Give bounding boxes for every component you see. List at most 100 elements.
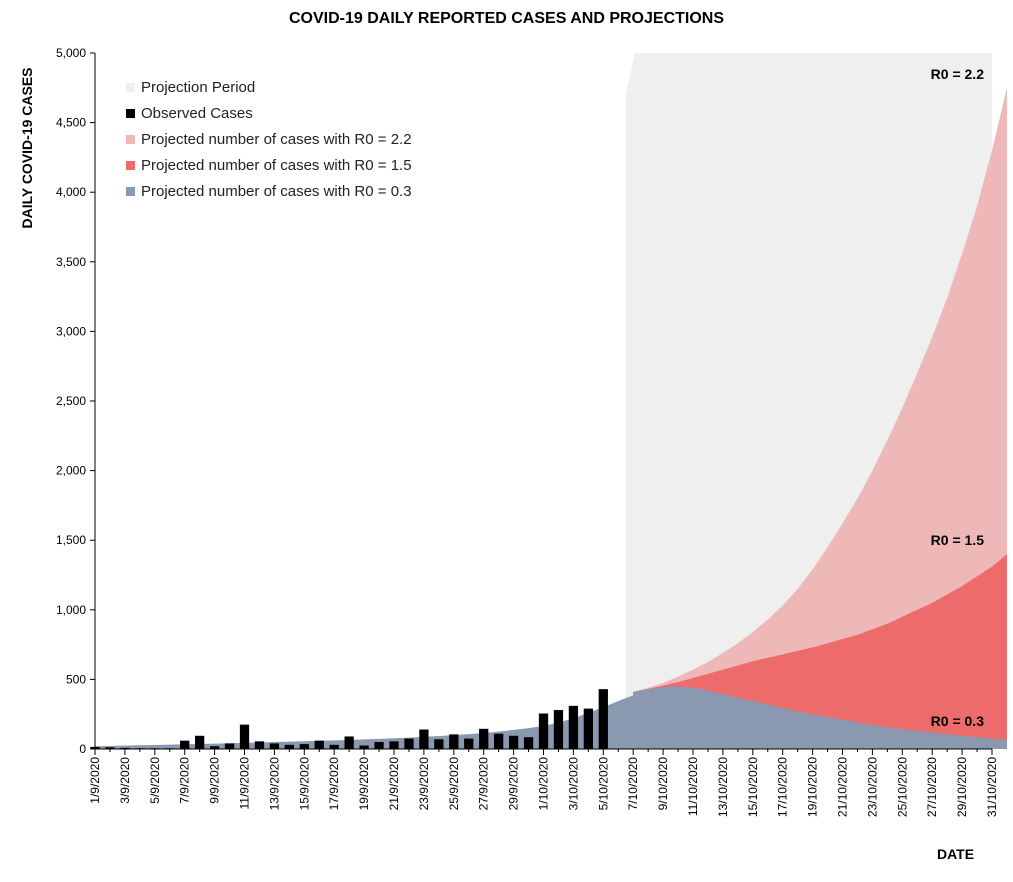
observed-bar — [284, 744, 294, 749]
observed-bar — [568, 705, 579, 749]
observed-bars-layer — [90, 689, 608, 749]
x-tick-label: 25/9/2020 — [447, 757, 461, 811]
x-tick-label: 3/9/2020 — [118, 757, 132, 804]
x-axis-title: DATE — [937, 846, 975, 862]
x-tick-label: 17/9/2020 — [327, 757, 341, 811]
x-tick-label: 25/10/2020 — [895, 757, 909, 817]
legend-label: Projected number of cases with R0 = 1.5 — [141, 156, 412, 174]
x-tick-label: 5/10/2020 — [596, 757, 610, 811]
observed-bar — [359, 745, 369, 749]
x-tick-label: 29/10/2020 — [955, 757, 969, 817]
axes-layer: 0 500 1,000 1,500 2,000 2,500 3,000 3,500 4,000 4… — [56, 46, 999, 817]
x-tick-label: 17/10/2020 — [776, 757, 790, 817]
x-tick-label: 13/10/2020 — [716, 757, 730, 817]
observed-bar — [224, 743, 235, 749]
x-tick-label: 7/10/2020 — [626, 757, 640, 811]
x-tick-label: 3/10/2020 — [566, 757, 580, 811]
legend-label: Projected number of cases with R0 = 2.2 — [141, 130, 412, 148]
legend-label: Observed Cases — [141, 104, 253, 122]
x-tick-label: 27/9/2020 — [477, 757, 491, 811]
x-tick-label: 11/9/2020 — [238, 757, 252, 810]
x-tick-label: 19/9/2020 — [357, 757, 371, 811]
legend-item-r0-0-3: Projected number of cases with R0 = 0.3 — [126, 178, 412, 204]
observed-bar — [389, 741, 399, 749]
legend-swatch — [126, 108, 135, 118]
legend-item-observed-cases: Observed Cases — [126, 100, 412, 126]
x-tick-label: 21/9/2020 — [387, 757, 401, 811]
observed-bar — [299, 744, 309, 749]
legend-item-r0-1-5: Projected number of cases with R0 = 1.5 — [126, 152, 412, 178]
x-tick-label: 13/9/2020 — [267, 757, 281, 811]
legend-item-r0-2-2: Projected number of cases with R0 = 2.2 — [126, 126, 412, 152]
y-tick-label: 2,500 — [56, 394, 86, 408]
observed-bar — [479, 728, 489, 749]
observed-bar — [553, 710, 564, 749]
observed-bar — [374, 742, 384, 749]
y-tick-label: 1,500 — [56, 533, 86, 547]
x-tick-label: 31/10/2020 — [985, 757, 999, 817]
legend-item-projection-period: Projection Period — [126, 74, 412, 100]
chart-title: COVID-19 DAILY REPORTED CASES AND PROJEC… — [288, 10, 725, 27]
x-tick-label: 23/9/2020 — [417, 757, 431, 811]
y-tick-label: 0 — [79, 742, 86, 756]
legend-swatch — [126, 134, 135, 144]
y-tick-label: 4,500 — [56, 116, 86, 130]
observed-bar — [344, 736, 354, 749]
observed-bar — [508, 735, 519, 749]
x-tick-label: 15/10/2020 — [746, 757, 760, 817]
observed-bar — [523, 737, 534, 749]
observed-bar — [269, 743, 280, 749]
legend-label: Projected number of cases with R0 = 0.3 — [141, 182, 412, 200]
observed-bar — [180, 740, 190, 749]
x-tick-label: 1/10/2020 — [537, 757, 551, 811]
area-baseline-trend — [95, 695, 634, 749]
legend-swatch — [126, 186, 135, 196]
x-tick-label: 9/9/2020 — [208, 757, 222, 804]
observed-bar — [195, 735, 205, 749]
observed-bar — [464, 738, 474, 749]
observed-bar — [239, 724, 250, 749]
legend-label: Projection Period — [141, 78, 256, 96]
legend: Projection Period Observed Cases Project… — [126, 74, 412, 204]
legend-swatch — [126, 160, 135, 170]
x-tick-label: 23/10/2020 — [865, 757, 879, 817]
area-r0-0-3 — [633, 686, 1007, 749]
y-tick-label: 1,000 — [56, 603, 86, 617]
x-tick-label: 15/9/2020 — [297, 757, 311, 811]
observed-bar — [494, 733, 504, 749]
observed-bar — [583, 708, 593, 749]
annotation-r0-1-5: R0 = 1.5 — [930, 532, 984, 549]
legend-swatch — [126, 82, 135, 92]
x-tick-label: 19/10/2020 — [806, 757, 820, 817]
observed-bar — [449, 734, 459, 749]
x-tick-label: 5/9/2020 — [148, 757, 162, 804]
y-tick-label: 4,000 — [56, 185, 86, 199]
observed-bar — [254, 741, 265, 749]
y-tick-label: 3,000 — [56, 324, 86, 338]
x-tick-label: 7/9/2020 — [178, 757, 192, 804]
annotation-r0-0-3: R0 = 0.3 — [930, 713, 984, 730]
observed-bar — [120, 747, 130, 749]
observed-bar — [314, 740, 324, 749]
observed-bar — [419, 729, 429, 749]
y-tick-label: 5,000 — [56, 46, 86, 60]
observed-bar — [105, 747, 115, 749]
observed-bar — [538, 713, 549, 749]
x-tick-label: 21/10/2020 — [836, 757, 850, 817]
observed-bar — [434, 739, 444, 749]
x-tick-label: 9/10/2020 — [656, 757, 670, 811]
area-r0-2-2 — [633, 87, 1007, 750]
x-tick-label: 29/9/2020 — [507, 757, 521, 811]
y-tick-label: 2,000 — [56, 464, 86, 478]
y-tick-label: 500 — [66, 672, 86, 686]
observed-bar — [329, 744, 339, 749]
y-tick-label: 3,500 — [56, 255, 86, 269]
x-tick-label: 11/10/2020 — [686, 757, 700, 816]
observed-bar — [404, 738, 414, 749]
observed-bar — [598, 689, 608, 749]
x-tick-label: 1/9/2020 — [88, 757, 102, 804]
observed-bar — [209, 746, 220, 749]
annotation-r0-2-2: R0 = 2.2 — [930, 65, 984, 82]
x-tick-label: 27/10/2020 — [925, 757, 939, 817]
